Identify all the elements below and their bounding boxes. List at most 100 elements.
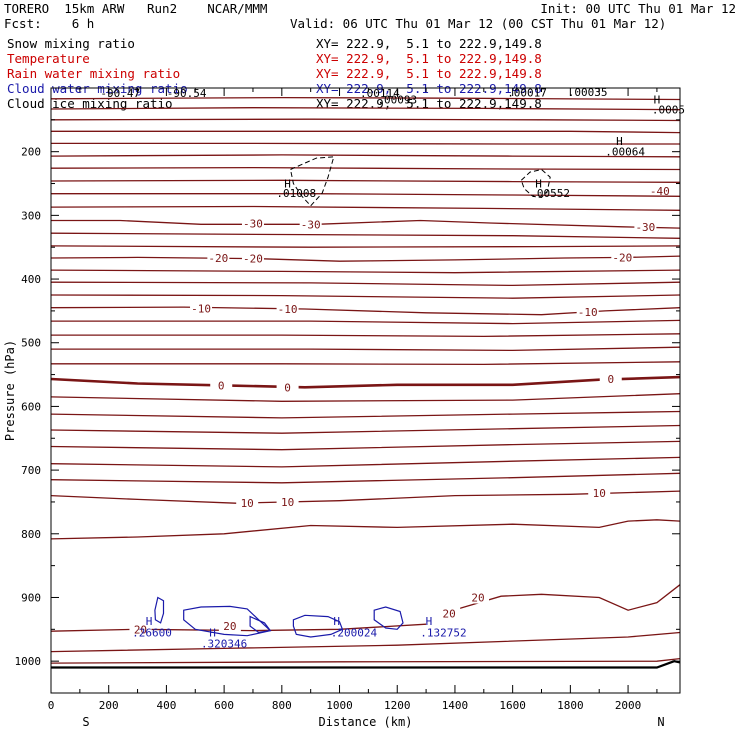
contour-label-bg <box>236 497 259 510</box>
model-title: TORERO 15km ARW Run2 NCAR/MMM <box>4 1 268 16</box>
temperature-contour-20 <box>50 623 427 632</box>
contour-label-bg <box>276 302 299 315</box>
temperature-contour--10 <box>50 306 681 316</box>
chart-annotation: .26600 <box>132 627 172 640</box>
contour-label-bg <box>438 607 461 620</box>
contour-label: -30 <box>301 218 321 231</box>
contour-label-bg <box>588 487 611 500</box>
x-tick-label: 1200 <box>384 699 411 712</box>
chart-annotation: .00035 <box>568 86 608 99</box>
legend-label: Temperature <box>7 51 90 66</box>
chart-annotation: H <box>616 135 623 148</box>
y-tick-label: 900 <box>21 591 41 604</box>
contour-label: 20 <box>471 591 484 604</box>
contour-label: 20 <box>134 623 147 636</box>
y-tick-label: 300 <box>21 209 41 222</box>
legend-label: Cloud ice mixing ratio <box>7 96 173 111</box>
x-tick-label: 600 <box>214 699 234 712</box>
x-tick-label: 200 <box>99 699 119 712</box>
temperature-contour <box>50 519 681 540</box>
chart-annotation: H <box>654 93 661 106</box>
cloud-water-contour <box>373 606 404 630</box>
x-tick-label: 1000 <box>326 699 353 712</box>
contour-label: 10 <box>593 487 606 500</box>
cloud-water-contour <box>292 614 344 638</box>
temperature-contour <box>51 319 681 325</box>
contour-label: 20 <box>223 620 236 633</box>
temperature-contour <box>50 232 681 239</box>
temperature-contour <box>50 281 681 287</box>
x-tick-label: 2000 <box>615 699 642 712</box>
chart-annotation: H <box>333 615 340 628</box>
legend-label: Snow mixing ratio <box>7 36 135 51</box>
y-tick-label: 200 <box>21 146 41 159</box>
ice-contour <box>289 156 335 207</box>
chart-annotation: H <box>284 178 291 191</box>
contour-label: 0 <box>218 379 225 392</box>
contour-label-bg <box>190 302 213 315</box>
temperature-contour <box>50 440 681 451</box>
contour-label-bg <box>299 218 322 231</box>
forecast-hour: Fcst: 6 h <box>4 16 95 31</box>
x-tick-label: 1800 <box>557 699 584 712</box>
north-label: N <box>657 715 664 729</box>
ice-contour <box>520 168 551 199</box>
chart-annotation: .01008 <box>276 187 316 200</box>
temperature-contour <box>51 346 681 352</box>
chart-annotation: .00114 <box>360 87 400 100</box>
valid-time: Valid: 06 UTC Thu 01 Mar 12 (00 CST Thu … <box>290 16 667 31</box>
temperature-contour <box>51 361 681 366</box>
contour-label: -20 <box>208 252 228 265</box>
contour-label-bg <box>210 379 233 392</box>
legend-xy: XY= 222.9, 5.1 to 222.9,149.8 <box>316 51 542 66</box>
x-tick-label: 800 <box>272 699 292 712</box>
temperature-contour <box>50 179 681 183</box>
init-time: Init: 00 UTC Thu 01 Mar 12 <box>540 1 736 16</box>
y-axis-label: Pressure (hPa) <box>3 340 17 441</box>
contour-label: -30 <box>243 218 263 231</box>
cloud-water-contour <box>154 596 165 624</box>
temperature-contour <box>51 130 681 134</box>
contour-label-bg <box>599 373 622 386</box>
chart-annotation: -90.54 <box>167 87 207 100</box>
chart-annotation: H <box>146 615 153 628</box>
contour-label-bg <box>276 495 299 508</box>
chart-annotation: -90.47 <box>100 87 140 100</box>
temperature-contour <box>51 142 680 145</box>
y-tick-label: 700 <box>21 464 41 477</box>
chart-annotation: -40 <box>650 185 670 198</box>
temperature-contour <box>50 269 681 274</box>
temperature-contour-0 <box>50 375 681 389</box>
south-label: S <box>82 715 89 729</box>
chart-annotation: H <box>426 615 433 628</box>
contour-label: 10 <box>281 496 294 509</box>
temperature-contour <box>50 245 681 248</box>
contour-label-bg <box>207 252 230 265</box>
contour-label-bg <box>634 220 657 233</box>
temperature-contour--20 <box>50 255 681 262</box>
legend-xy: XY= 222.9, 5.1 to 222.9,149.8 <box>316 36 542 51</box>
temperature-contour <box>51 333 681 338</box>
temperature-contour <box>50 118 681 122</box>
temperature-contour <box>50 410 681 419</box>
chart-annotation: .132752 <box>420 627 466 640</box>
contour-label: 0 <box>284 381 291 394</box>
chart-annotation: .0005 <box>652 104 685 117</box>
temperature-contour <box>51 193 681 197</box>
x-tick-label: 400 <box>156 699 176 712</box>
contour-label: -10 <box>278 303 298 316</box>
contour-label-bg <box>611 251 634 264</box>
temperature-contour <box>50 393 681 402</box>
contour-label: 0 <box>607 373 614 386</box>
temperature-contour <box>50 294 681 299</box>
plot-frame <box>50 87 681 694</box>
legend-xy: XY= 222.9, 5.1 to 222.9,149.8 <box>316 66 542 81</box>
contour-label: 10 <box>241 497 254 510</box>
legend-label: Rain water mixing ratio <box>7 66 181 81</box>
temperature-contour <box>50 424 681 434</box>
chart-annotation: H <box>535 178 542 191</box>
x-tick-label: 1600 <box>499 699 526 712</box>
y-tick-label: 500 <box>21 337 41 350</box>
x-tick-label: 0 <box>48 699 55 712</box>
